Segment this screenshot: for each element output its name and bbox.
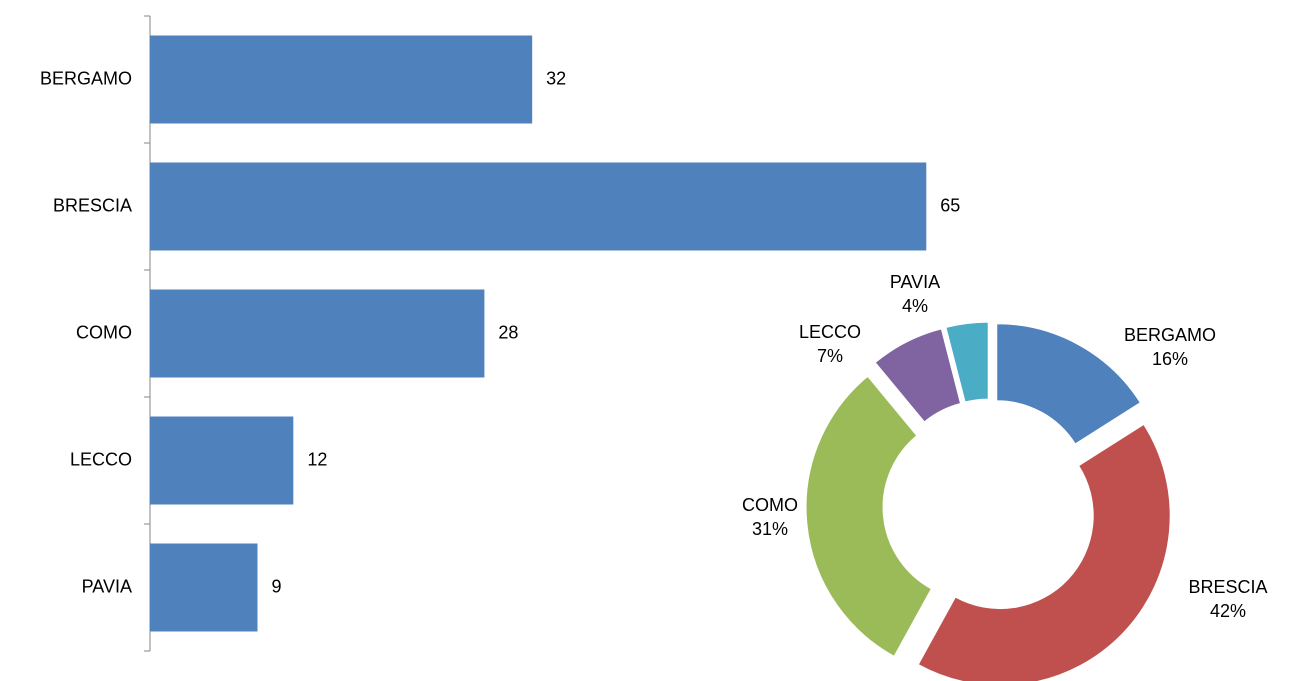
slice-label: 7% (817, 346, 843, 366)
y-tick-label: LECCO (70, 449, 132, 469)
donut-slice (874, 328, 962, 423)
donut-slice (996, 323, 1141, 445)
bar (150, 289, 485, 378)
slice-label: 16% (1152, 349, 1188, 369)
y-tick-label: BRESCIA (53, 195, 132, 215)
slice-label: 4% (902, 296, 928, 316)
bar (150, 416, 294, 505)
slice-label: 42% (1210, 601, 1246, 621)
slice-label: 31% (752, 519, 788, 539)
y-tick-label: PAVIA (82, 576, 132, 596)
data-label: 9 (271, 576, 281, 596)
data-label: 65 (940, 195, 960, 215)
slice-name: BRESCIA (1188, 577, 1267, 597)
slice-name: PAVIA (890, 272, 940, 292)
donut-slice (945, 321, 989, 403)
bar (150, 35, 533, 124)
bar (150, 543, 258, 632)
y-tick-label: BERGAMO (40, 68, 132, 88)
slice-name: BERGAMO (1124, 325, 1216, 345)
data-label: 12 (307, 449, 327, 469)
slice-name: COMO (742, 495, 798, 515)
slice-name: LECCO (799, 322, 861, 342)
bar (150, 162, 927, 251)
y-tick-label: COMO (76, 322, 132, 342)
data-label: 28 (498, 322, 518, 342)
data-label: 32 (546, 68, 566, 88)
donut-slice (917, 423, 1171, 681)
donut-slice (805, 375, 932, 657)
